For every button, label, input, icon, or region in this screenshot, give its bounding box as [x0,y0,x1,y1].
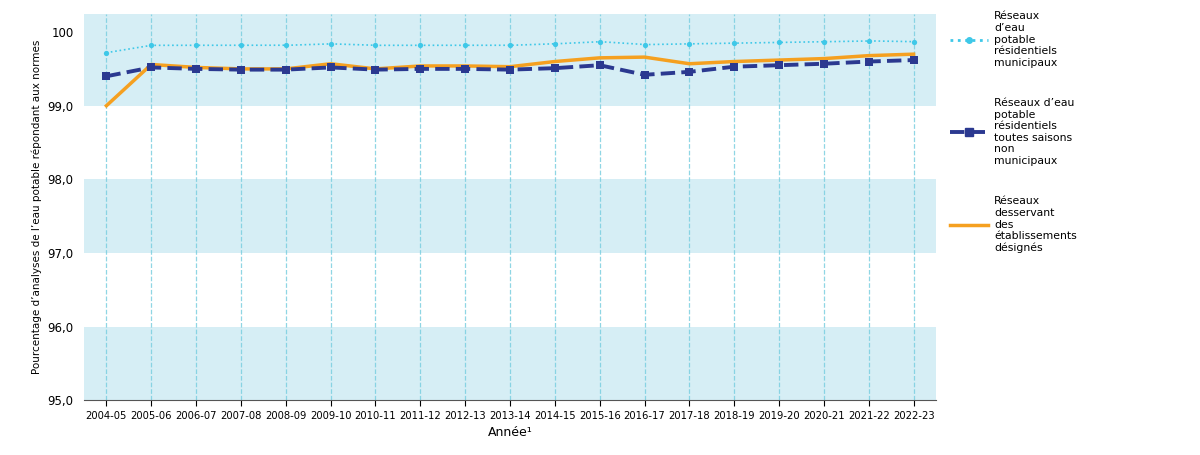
Bar [84,179,936,253]
Y-axis label: Pourcentage d’analyses de l’eau potable répondant aux normes: Pourcentage d’analyses de l’eau potable … [31,40,42,374]
Bar [84,327,936,400]
Bar [84,106,936,179]
Bar [84,14,936,32]
X-axis label: Année¹: Année¹ [487,426,533,440]
Legend: Réseaux
d’eau
potable
résidentiels
municipaux, Réseaux d’eau
potable
résidentiel: Réseaux d’eau potable résidentiels munic… [950,11,1078,253]
Bar [84,32,936,106]
Bar [84,253,936,327]
